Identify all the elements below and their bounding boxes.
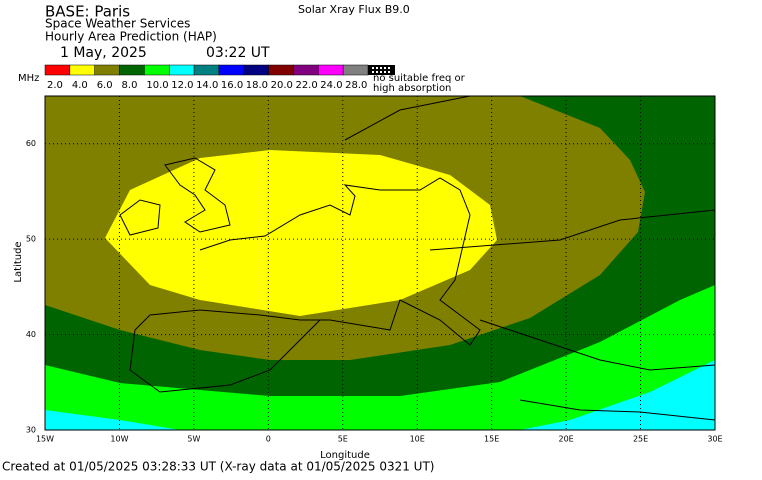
- zone-12: [520, 360, 715, 430]
- x-tick-label: 10E: [410, 435, 425, 444]
- legend-swatch: [268, 64, 294, 76]
- x-tick-label: 30E: [707, 435, 722, 444]
- legend-swatch: [119, 64, 145, 76]
- y-tick-label: 40: [26, 330, 36, 339]
- legend-label: 14.0: [196, 80, 218, 91]
- map-frame: [44, 95, 716, 431]
- x-tick-label: 0: [266, 435, 271, 444]
- x-tick-label: 5E: [338, 435, 348, 444]
- legend-swatch: [342, 64, 369, 76]
- y-tick-label: 50: [26, 235, 36, 244]
- service-name: Space Weather Services: [45, 17, 190, 31]
- no-data-swatch: [368, 65, 395, 75]
- legend-swatch: [144, 64, 170, 76]
- x-tick-label: 25E: [633, 435, 648, 444]
- x-tick-label: 10W: [110, 435, 128, 444]
- coastline: [129, 177, 481, 393]
- product-name: Hourly Area Prediction (HAP): [45, 30, 217, 44]
- legend-swatch: [218, 64, 245, 76]
- legend-label: 16.0: [221, 80, 243, 91]
- x-tick-label: 15E: [484, 435, 499, 444]
- legend-swatch: [69, 64, 95, 76]
- y-axis-title: Latitude: [13, 241, 24, 282]
- zone-10: [45, 285, 715, 430]
- y-tick-label: 30: [26, 426, 36, 435]
- zone-12: [45, 410, 180, 430]
- legend-label: 22.0: [295, 80, 317, 91]
- y-tick-label: 60: [26, 139, 36, 148]
- legend-swatch: [168, 64, 195, 76]
- base-title: BASE: Paris: [45, 3, 130, 21]
- time: 03:22 UT: [206, 45, 270, 61]
- legend-label: 24.0: [320, 80, 342, 91]
- flux: Solar Xray Flux B9.0: [298, 3, 410, 16]
- coastline: [164, 157, 231, 233]
- legend-label: 28.0: [345, 80, 367, 91]
- legend-label: 8.0: [122, 80, 138, 91]
- legend-label: 20.0: [271, 80, 293, 91]
- legend-swatch: [94, 64, 120, 76]
- map: [44, 95, 716, 431]
- legend-label: 4.0: [72, 80, 88, 91]
- legend-swatch: [44, 64, 71, 76]
- no-data-label: high absorption: [373, 83, 451, 94]
- legend-label: 10.0: [146, 80, 168, 91]
- x-axis-title: Longitude: [320, 450, 370, 461]
- no-data-pattern: [372, 67, 390, 73]
- coastline: [119, 199, 161, 236]
- x-tick-label: 15W: [36, 435, 54, 444]
- legend-swatch: [318, 64, 344, 76]
- footer: Created at 01/05/2025 03:28:33 UT (X-ray…: [2, 460, 434, 474]
- x-tick-label: 20E: [558, 435, 573, 444]
- legend-swatch: [293, 64, 319, 76]
- legend-label: 12.0: [171, 80, 193, 91]
- x-tick-label: 5W: [187, 435, 200, 444]
- coastline: [344, 95, 716, 421]
- legend-swatch: [243, 64, 269, 76]
- date: 1 May, 2025: [60, 45, 147, 61]
- legend-label: 18.0: [246, 80, 268, 91]
- legend-swatch: [193, 64, 220, 76]
- legend-unit: MHz: [18, 73, 39, 84]
- no-data-label: no suitable freq or: [373, 73, 466, 84]
- zone-4: [105, 150, 497, 316]
- legend-label: 2.0: [47, 80, 63, 91]
- legend-label: 6.0: [97, 80, 113, 91]
